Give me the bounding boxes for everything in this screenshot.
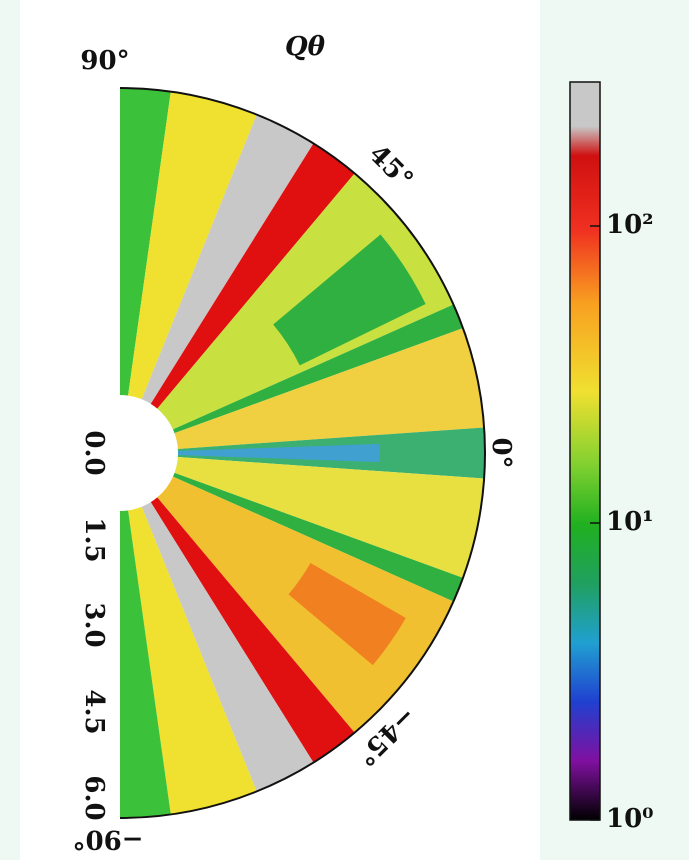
colorbar-tick-label: 10⁰ xyxy=(606,804,654,834)
map-region xyxy=(273,234,426,366)
map-region xyxy=(150,497,355,763)
map-region xyxy=(141,502,314,792)
map-region xyxy=(120,88,171,396)
radius-label: 6.0 xyxy=(79,775,109,820)
map-region xyxy=(172,304,463,434)
map-region xyxy=(120,510,171,818)
map-region xyxy=(128,91,257,400)
polar-map xyxy=(120,88,485,818)
angle-label: −90° xyxy=(73,824,144,854)
map-region xyxy=(288,563,406,666)
radius-label: 4.5 xyxy=(79,689,109,734)
map-region xyxy=(174,457,485,578)
title: Qθ xyxy=(285,32,326,62)
radius-label: 1.5 xyxy=(79,517,109,562)
angle-label: 0° xyxy=(486,437,516,468)
radius-label: 0.0 xyxy=(79,430,109,475)
map-region xyxy=(174,328,485,449)
colorbar xyxy=(569,81,601,821)
colorbar-tick-label: 10² xyxy=(606,210,654,240)
map-outline xyxy=(119,87,486,819)
map-region xyxy=(128,506,257,815)
map-region xyxy=(172,472,463,602)
angle-label: 90° xyxy=(80,46,129,76)
map-region xyxy=(141,114,314,404)
map-region xyxy=(150,143,355,409)
map-region xyxy=(177,443,381,463)
radius-label: 3.0 xyxy=(79,602,109,647)
colorbar-tick-label: 10¹ xyxy=(606,507,654,537)
